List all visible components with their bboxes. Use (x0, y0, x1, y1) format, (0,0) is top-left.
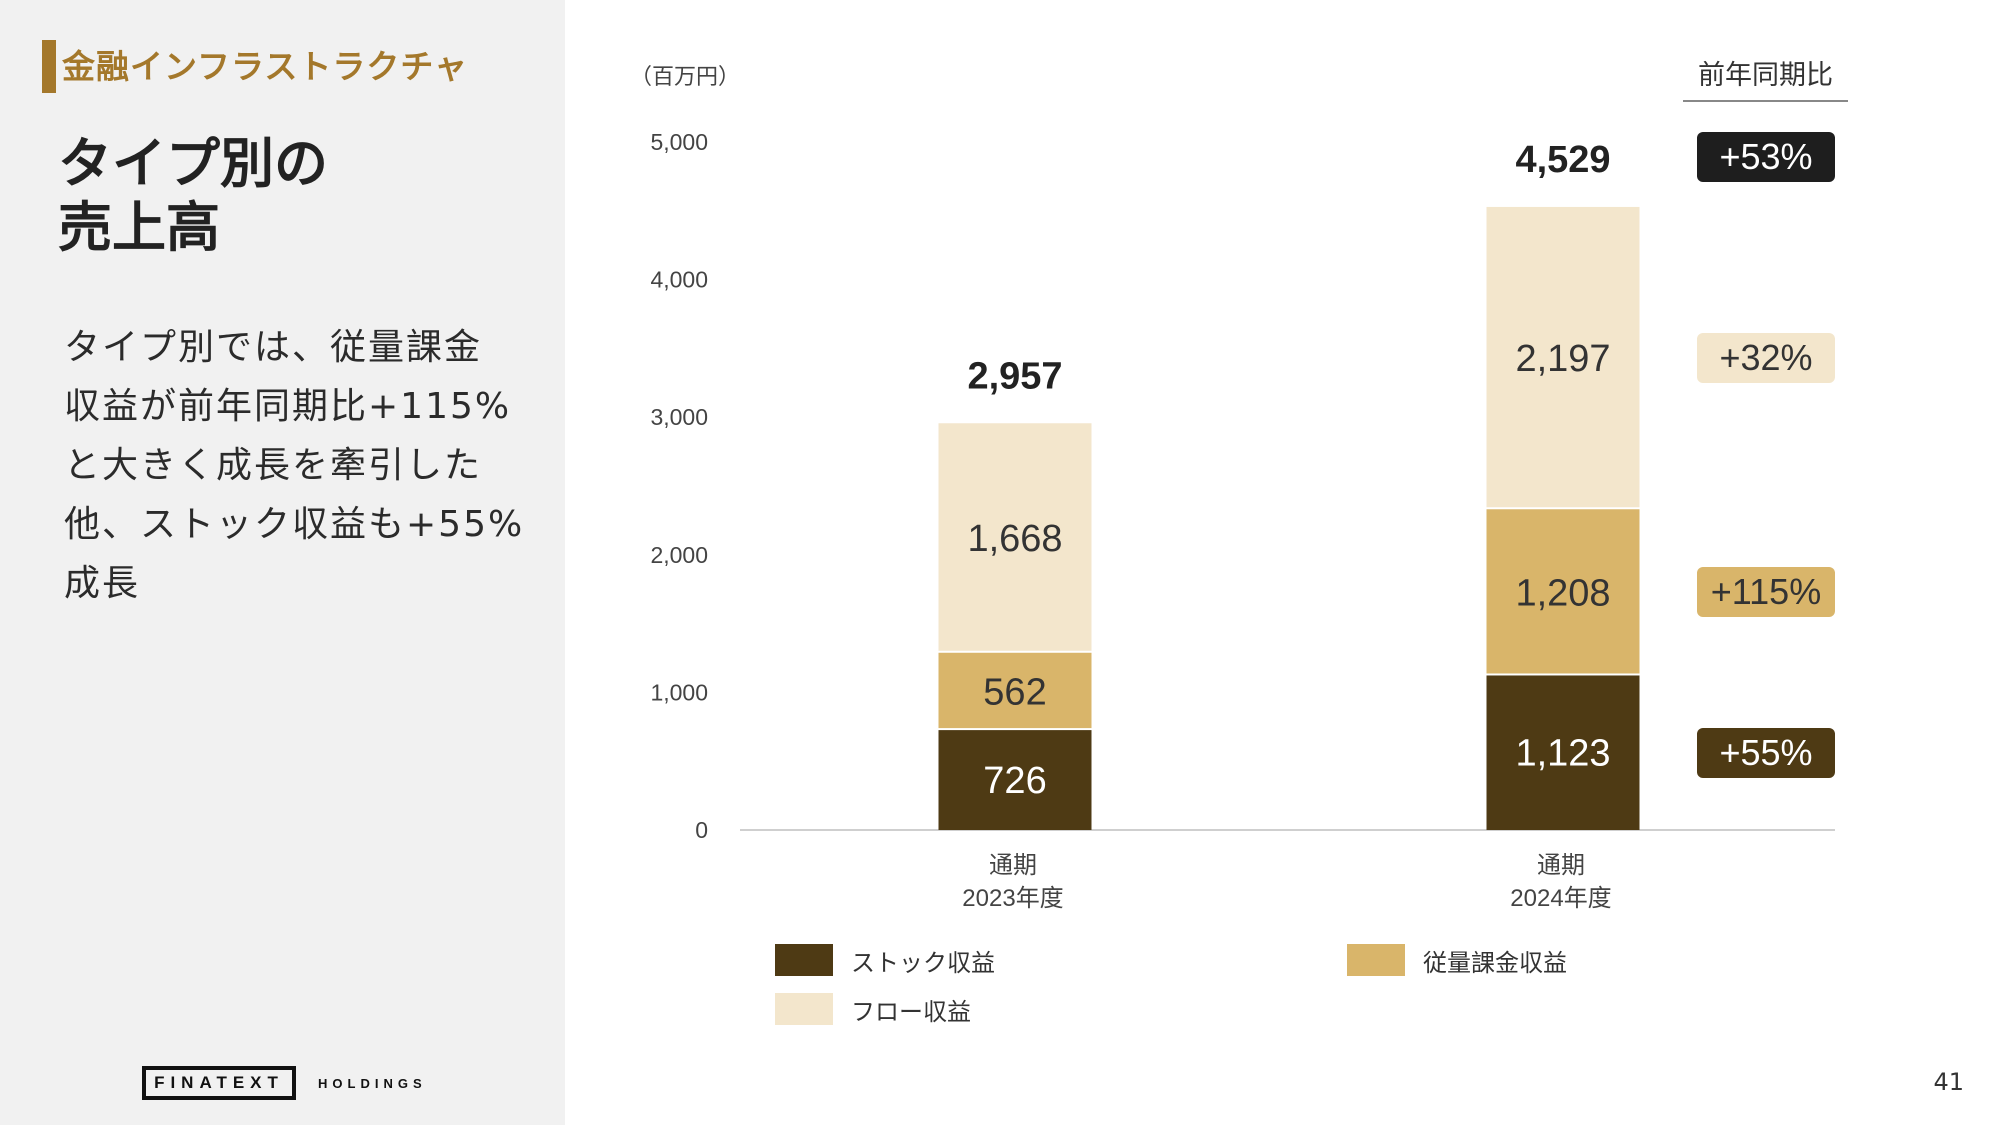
data-label: 2,197 (1515, 338, 1610, 380)
y-unit-label: （百万円） (630, 64, 740, 89)
x-tick-label: 通期 (1537, 852, 1585, 879)
legend-label: ストック収益 (851, 948, 995, 977)
y-tick-label: 0 (695, 817, 708, 843)
description-line: 収益が前年同期比+115% (64, 386, 512, 427)
yoy-badge-flow: +32% (1697, 333, 1835, 384)
legend-swatch (1347, 944, 1405, 976)
page-title-line: 売上高 (58, 196, 220, 259)
description-line: と大きく成長を牽引した (64, 445, 483, 486)
legend-label: 従量課金収益 (1423, 948, 1567, 977)
bar-segment (938, 652, 1092, 729)
x-tick-label: 2024年度 (1510, 885, 1611, 912)
page-number: 41 (1933, 1068, 1964, 1096)
section-title: 金融インフラストラクチャ (62, 47, 469, 86)
total-label: 4,529 (1515, 139, 1610, 181)
x-tick-label: 通期 (989, 852, 1037, 879)
description-line: 他、ストック収益も+55% (64, 504, 525, 545)
finatext-logo: FINATEXT (142, 1066, 296, 1100)
data-label: 1,123 (1515, 733, 1610, 775)
description-line: 成長 (64, 563, 141, 604)
data-label: 1,208 (1515, 572, 1610, 614)
page-title: タイプ別の 売上高 (58, 132, 538, 260)
description-line: タイプ別では、従量課金 (64, 327, 483, 368)
legend-item-stock: ストック収益 (775, 944, 995, 977)
description: タイプ別では、従量課金 収益が前年同期比+115% と大きく成長を牽引した 他、… (64, 318, 534, 613)
yoy-header: 前年同期比 (1683, 56, 1848, 102)
section-accent-bar (42, 40, 56, 93)
bar-segment (1486, 206, 1640, 508)
bar-segment (938, 730, 1092, 830)
data-label: 562 (983, 671, 1046, 713)
y-tick-label: 2,000 (650, 542, 708, 568)
y-tick-label: 5,000 (650, 129, 708, 155)
data-label: 1,668 (967, 518, 1062, 560)
total-label: 2,957 (967, 355, 1062, 397)
y-tick-label: 3,000 (650, 404, 708, 430)
data-label: 726 (983, 760, 1046, 802)
legend-swatch (775, 993, 833, 1025)
yoy-badge-stock: +55% (1697, 727, 1835, 778)
y-tick-label: 4,000 (650, 267, 708, 293)
bar-segment (938, 423, 1092, 651)
y-tick-label: 1,000 (650, 679, 708, 705)
legend-swatch (775, 944, 833, 976)
x-tick-label: 2023年度 (962, 885, 1063, 912)
page-title-line: タイプ別の (58, 132, 328, 195)
legend-item-flow: フロー収益 (775, 993, 971, 1026)
bar-segment (1486, 509, 1640, 674)
yoy-badge-usage: +115% (1697, 567, 1835, 618)
legend-label: フロー収益 (851, 997, 971, 1026)
yoy-badge-total: +53% (1697, 132, 1835, 182)
stacked-bar-chart: （百万円） 0 1,000 2,000 3,000 4,000 5,000 726 562 1,6… (630, 64, 1835, 912)
legend-item-usage: 従量課金収益 (1347, 944, 1567, 977)
holdings-logo-text: HOLDINGS (318, 1076, 427, 1091)
left-panel: 金融インフラストラクチャ タイプ別の 売上高 タイプ別では、従量課金 収益が前年… (0, 0, 565, 1125)
bar-segment (1486, 675, 1640, 830)
